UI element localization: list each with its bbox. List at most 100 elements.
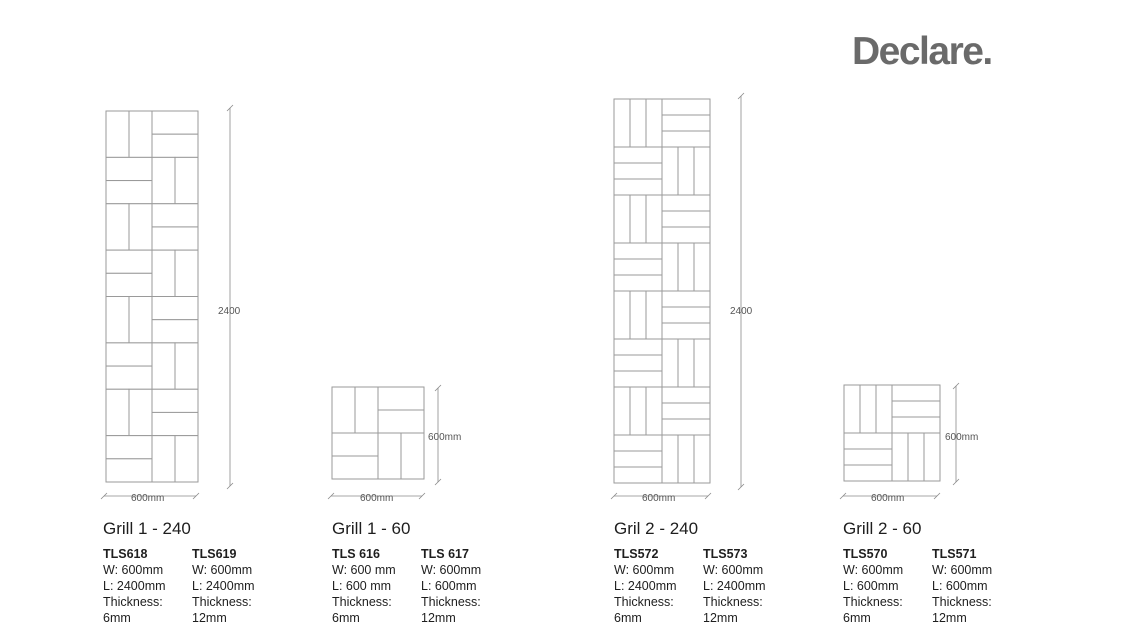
tile-strip bbox=[613, 178, 663, 196]
variant-length: L: 2400mm bbox=[103, 579, 166, 593]
variant-thickness-value: 6mm bbox=[614, 611, 642, 625]
tile-strip bbox=[128, 110, 153, 158]
variant-length: L: 2400mm bbox=[703, 579, 766, 593]
variant-spec-tls573: TLS573 W: 600mm L: 2400mm Thickness: 12m… bbox=[703, 546, 766, 626]
tile-strip bbox=[661, 290, 711, 308]
variant-thickness-label: Thickness: bbox=[703, 595, 763, 609]
tile-strip bbox=[105, 296, 130, 344]
variant-length: L: 600 mm bbox=[332, 579, 392, 593]
tile-strip bbox=[613, 98, 631, 148]
dim-line-height-grill1-60-tick bbox=[434, 384, 442, 392]
tile-strip bbox=[645, 98, 663, 148]
tile-strip bbox=[151, 226, 199, 251]
tile-strip bbox=[151, 249, 176, 297]
tile-strip bbox=[661, 210, 711, 228]
tile-strip bbox=[693, 434, 711, 484]
dim-label-width-grill2-240: 600mm bbox=[642, 493, 675, 504]
variant-width: W: 600mm bbox=[421, 563, 482, 577]
tile-strip bbox=[613, 450, 663, 468]
variant-width: W: 600mm bbox=[103, 563, 164, 577]
variant-code: TLS 617 bbox=[421, 547, 469, 561]
variant-code: TLS619 bbox=[192, 547, 237, 561]
dim-label-height-grill1-240: 2400 bbox=[218, 306, 241, 317]
tile-strip bbox=[174, 156, 199, 205]
tile-strip bbox=[645, 386, 663, 436]
variant-length: L: 2400mm bbox=[614, 579, 677, 593]
tile-strip bbox=[105, 156, 153, 182]
dim-line-height-grill2-240-tick bbox=[737, 483, 745, 491]
tile-strip bbox=[613, 338, 663, 356]
tile-strip bbox=[151, 388, 199, 413]
tile-strip bbox=[151, 411, 199, 437]
tile-strip bbox=[891, 416, 941, 434]
tile-strip bbox=[693, 146, 711, 196]
dim-line-height-grill2-60-tick bbox=[952, 478, 960, 486]
variant-spec-tls571: TLS571 W: 600mm L: 600mm Thickness: 12mm bbox=[932, 546, 992, 626]
tile-strip bbox=[677, 146, 695, 196]
tile-strip bbox=[661, 226, 711, 244]
tile-strip bbox=[174, 249, 199, 297]
dim-line-height-grill2-60-tick bbox=[952, 382, 960, 390]
tile-strip bbox=[661, 194, 711, 212]
tile-strip bbox=[354, 386, 379, 434]
tile-strip bbox=[105, 458, 153, 483]
dim-line-height-grill2-240-tick bbox=[737, 92, 745, 100]
tile-strip bbox=[891, 384, 941, 402]
dim-line-width-grill1-60-tick bbox=[418, 492, 426, 500]
variant-length: L: 600mm bbox=[421, 579, 477, 593]
tile-strip bbox=[174, 342, 199, 390]
product-title-grill1-60: Grill 1 - 60 bbox=[332, 519, 411, 538]
tile-strip bbox=[677, 242, 695, 292]
tile-strip bbox=[629, 290, 647, 340]
variant-code: TLS571 bbox=[932, 547, 977, 561]
variant-thickness-label: Thickness: bbox=[932, 595, 992, 609]
tile-strip bbox=[661, 418, 711, 436]
tile-strip bbox=[661, 146, 679, 196]
variant-spec-tls617: TLS 617 W: 600mm L: 600mm Thickness: 12m… bbox=[421, 546, 481, 626]
variant-thickness-label: Thickness: bbox=[192, 595, 252, 609]
tile-strip bbox=[629, 98, 647, 148]
dim-line-height-grill1-240-tick bbox=[226, 104, 234, 112]
tile-strip bbox=[661, 306, 711, 324]
tile-strip bbox=[661, 322, 711, 340]
tile-strip bbox=[859, 384, 877, 434]
variant-thickness-label: Thickness: bbox=[614, 595, 674, 609]
variant-width: W: 600mm bbox=[614, 563, 675, 577]
tile-strip bbox=[331, 432, 379, 457]
dim-label-width-grill1-240: 600mm bbox=[131, 493, 164, 504]
tile-strip bbox=[151, 203, 199, 228]
tile-strip bbox=[151, 319, 199, 344]
tile-strip bbox=[105, 388, 130, 437]
tile-strip bbox=[907, 432, 925, 482]
tile-strip bbox=[613, 258, 663, 276]
tile-strip bbox=[661, 98, 711, 116]
tile-strip bbox=[105, 435, 153, 460]
variant-length: L: 600mm bbox=[932, 579, 988, 593]
product-title-grill2-60: Grill 2 - 60 bbox=[843, 519, 922, 538]
tile-strip bbox=[151, 435, 176, 483]
tile-strip bbox=[151, 133, 199, 158]
tile-strip bbox=[923, 432, 941, 482]
variant-width: W: 600mm bbox=[932, 563, 993, 577]
variant-code: TLS570 bbox=[843, 547, 888, 561]
tile-strip bbox=[645, 290, 663, 340]
variant-thickness-label: Thickness: bbox=[103, 595, 163, 609]
product-title-grill1-240: Grill 1 - 240 bbox=[103, 519, 191, 538]
tile-strip bbox=[400, 432, 425, 480]
dim-line-width-grill1-240-tick bbox=[192, 492, 200, 500]
tile-strip bbox=[128, 296, 153, 344]
tile-strip bbox=[151, 296, 199, 321]
tile-strip bbox=[843, 464, 893, 482]
tile-strip bbox=[151, 156, 176, 205]
dim-line-width-grill2-60-tick bbox=[839, 492, 847, 500]
dim-line-width-grill2-240-tick bbox=[704, 492, 712, 500]
variant-thickness-label: Thickness: bbox=[332, 595, 392, 609]
dim-line-width-grill1-240-tick bbox=[100, 492, 108, 500]
variant-spec-tls570: TLS570 W: 600mm L: 600mm Thickness: 6mm bbox=[843, 546, 903, 626]
dim-line-width-grill2-240-tick bbox=[610, 492, 618, 500]
tile-strip bbox=[661, 338, 679, 388]
tile-strip bbox=[613, 370, 663, 388]
tile-strip bbox=[105, 203, 130, 251]
dim-line-height-grill1-60-tick bbox=[434, 478, 442, 486]
